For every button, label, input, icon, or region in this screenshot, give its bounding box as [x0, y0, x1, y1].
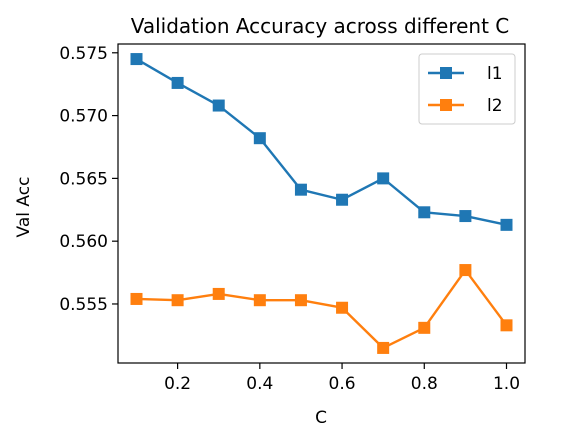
data-point-l1	[171, 76, 184, 89]
data-point-l2	[459, 264, 472, 277]
data-point-l2	[377, 341, 390, 354]
legend-marker-l1	[440, 67, 452, 79]
data-point-l2	[130, 292, 143, 305]
data-point-l1	[253, 132, 266, 145]
x-tick-label: 0.4	[246, 374, 273, 394]
y-axis-label: Val Acc	[14, 177, 34, 238]
y-tick-label: 0.575	[59, 44, 108, 64]
series-line-l1	[135, 57, 508, 227]
data-point-l2	[171, 294, 184, 307]
chart-title: Validation Accuracy across different C	[131, 14, 510, 38]
series-line-l2	[135, 268, 508, 350]
data-point-l2	[294, 294, 307, 307]
legend-marker-l2	[440, 99, 452, 111]
axes-frame	[117, 43, 526, 364]
plot-area	[117, 43, 526, 364]
y-tick-label: 0.555	[59, 295, 108, 315]
data-point-l2	[418, 321, 431, 334]
data-point-l1	[336, 193, 349, 206]
legend-label-l1: l1	[487, 64, 503, 84]
y-axis: 0.555 0.560 0.565 0.570 0.575	[59, 44, 118, 315]
data-point-l2	[253, 294, 266, 307]
data-point-l2	[336, 301, 349, 314]
data-point-l1	[294, 183, 307, 196]
y-tick-label: 0.560	[59, 232, 108, 252]
x-axis: 0.2 0.4 0.6 0.8 1.0	[164, 363, 520, 394]
data-point-l1	[212, 99, 225, 112]
x-axis-label: C	[315, 408, 327, 428]
data-point-l1	[459, 210, 472, 223]
data-point-l2	[212, 287, 225, 300]
y-tick-label: 0.570	[59, 107, 108, 127]
x-tick-label: 0.2	[164, 374, 191, 394]
data-point-l1	[130, 53, 143, 66]
legend-label-l2: l2	[487, 96, 503, 116]
x-tick-label: 0.8	[411, 374, 438, 394]
legend: l1 l2	[418, 53, 516, 125]
y-tick-label: 0.565	[59, 169, 108, 189]
data-point-l2	[500, 319, 513, 332]
data-point-l1	[418, 206, 431, 219]
x-tick-label: 1.0	[493, 374, 520, 394]
x-tick-label: 0.6	[329, 374, 356, 394]
data-point-l1	[500, 218, 513, 231]
data-point-l1	[377, 172, 390, 185]
